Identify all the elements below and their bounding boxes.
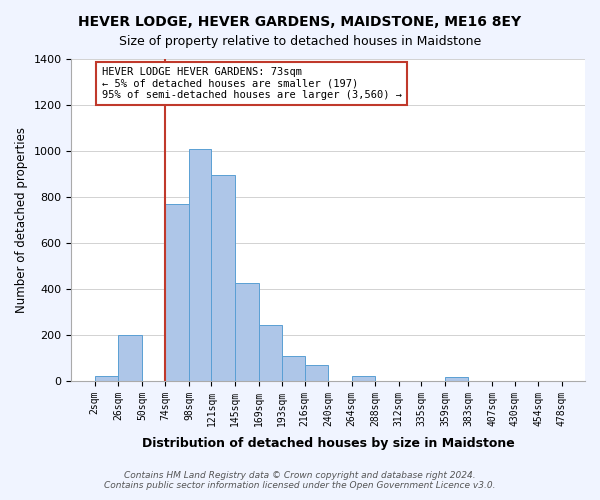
Bar xyxy=(235,283,259,381)
Bar xyxy=(166,204,189,381)
Text: Size of property relative to detached houses in Maidstone: Size of property relative to detached ho… xyxy=(119,35,481,48)
X-axis label: Distribution of detached houses by size in Maidstone: Distribution of detached houses by size … xyxy=(142,437,515,450)
Text: HEVER LODGE, HEVER GARDENS, MAIDSTONE, ME16 8EY: HEVER LODGE, HEVER GARDENS, MAIDSTONE, M… xyxy=(79,15,521,29)
Bar xyxy=(305,365,328,381)
Bar xyxy=(282,356,305,381)
Bar xyxy=(95,376,118,381)
Y-axis label: Number of detached properties: Number of detached properties xyxy=(15,127,28,313)
Bar xyxy=(211,175,235,381)
Bar xyxy=(445,378,469,381)
Text: Contains HM Land Registry data © Crown copyright and database right 2024.
Contai: Contains HM Land Registry data © Crown c… xyxy=(104,470,496,490)
Bar xyxy=(189,148,211,381)
Bar xyxy=(118,335,142,381)
Text: HEVER LODGE HEVER GARDENS: 73sqm
← 5% of detached houses are smaller (197)
95% o: HEVER LODGE HEVER GARDENS: 73sqm ← 5% of… xyxy=(101,67,401,100)
Bar xyxy=(352,376,375,381)
Bar xyxy=(259,324,282,381)
